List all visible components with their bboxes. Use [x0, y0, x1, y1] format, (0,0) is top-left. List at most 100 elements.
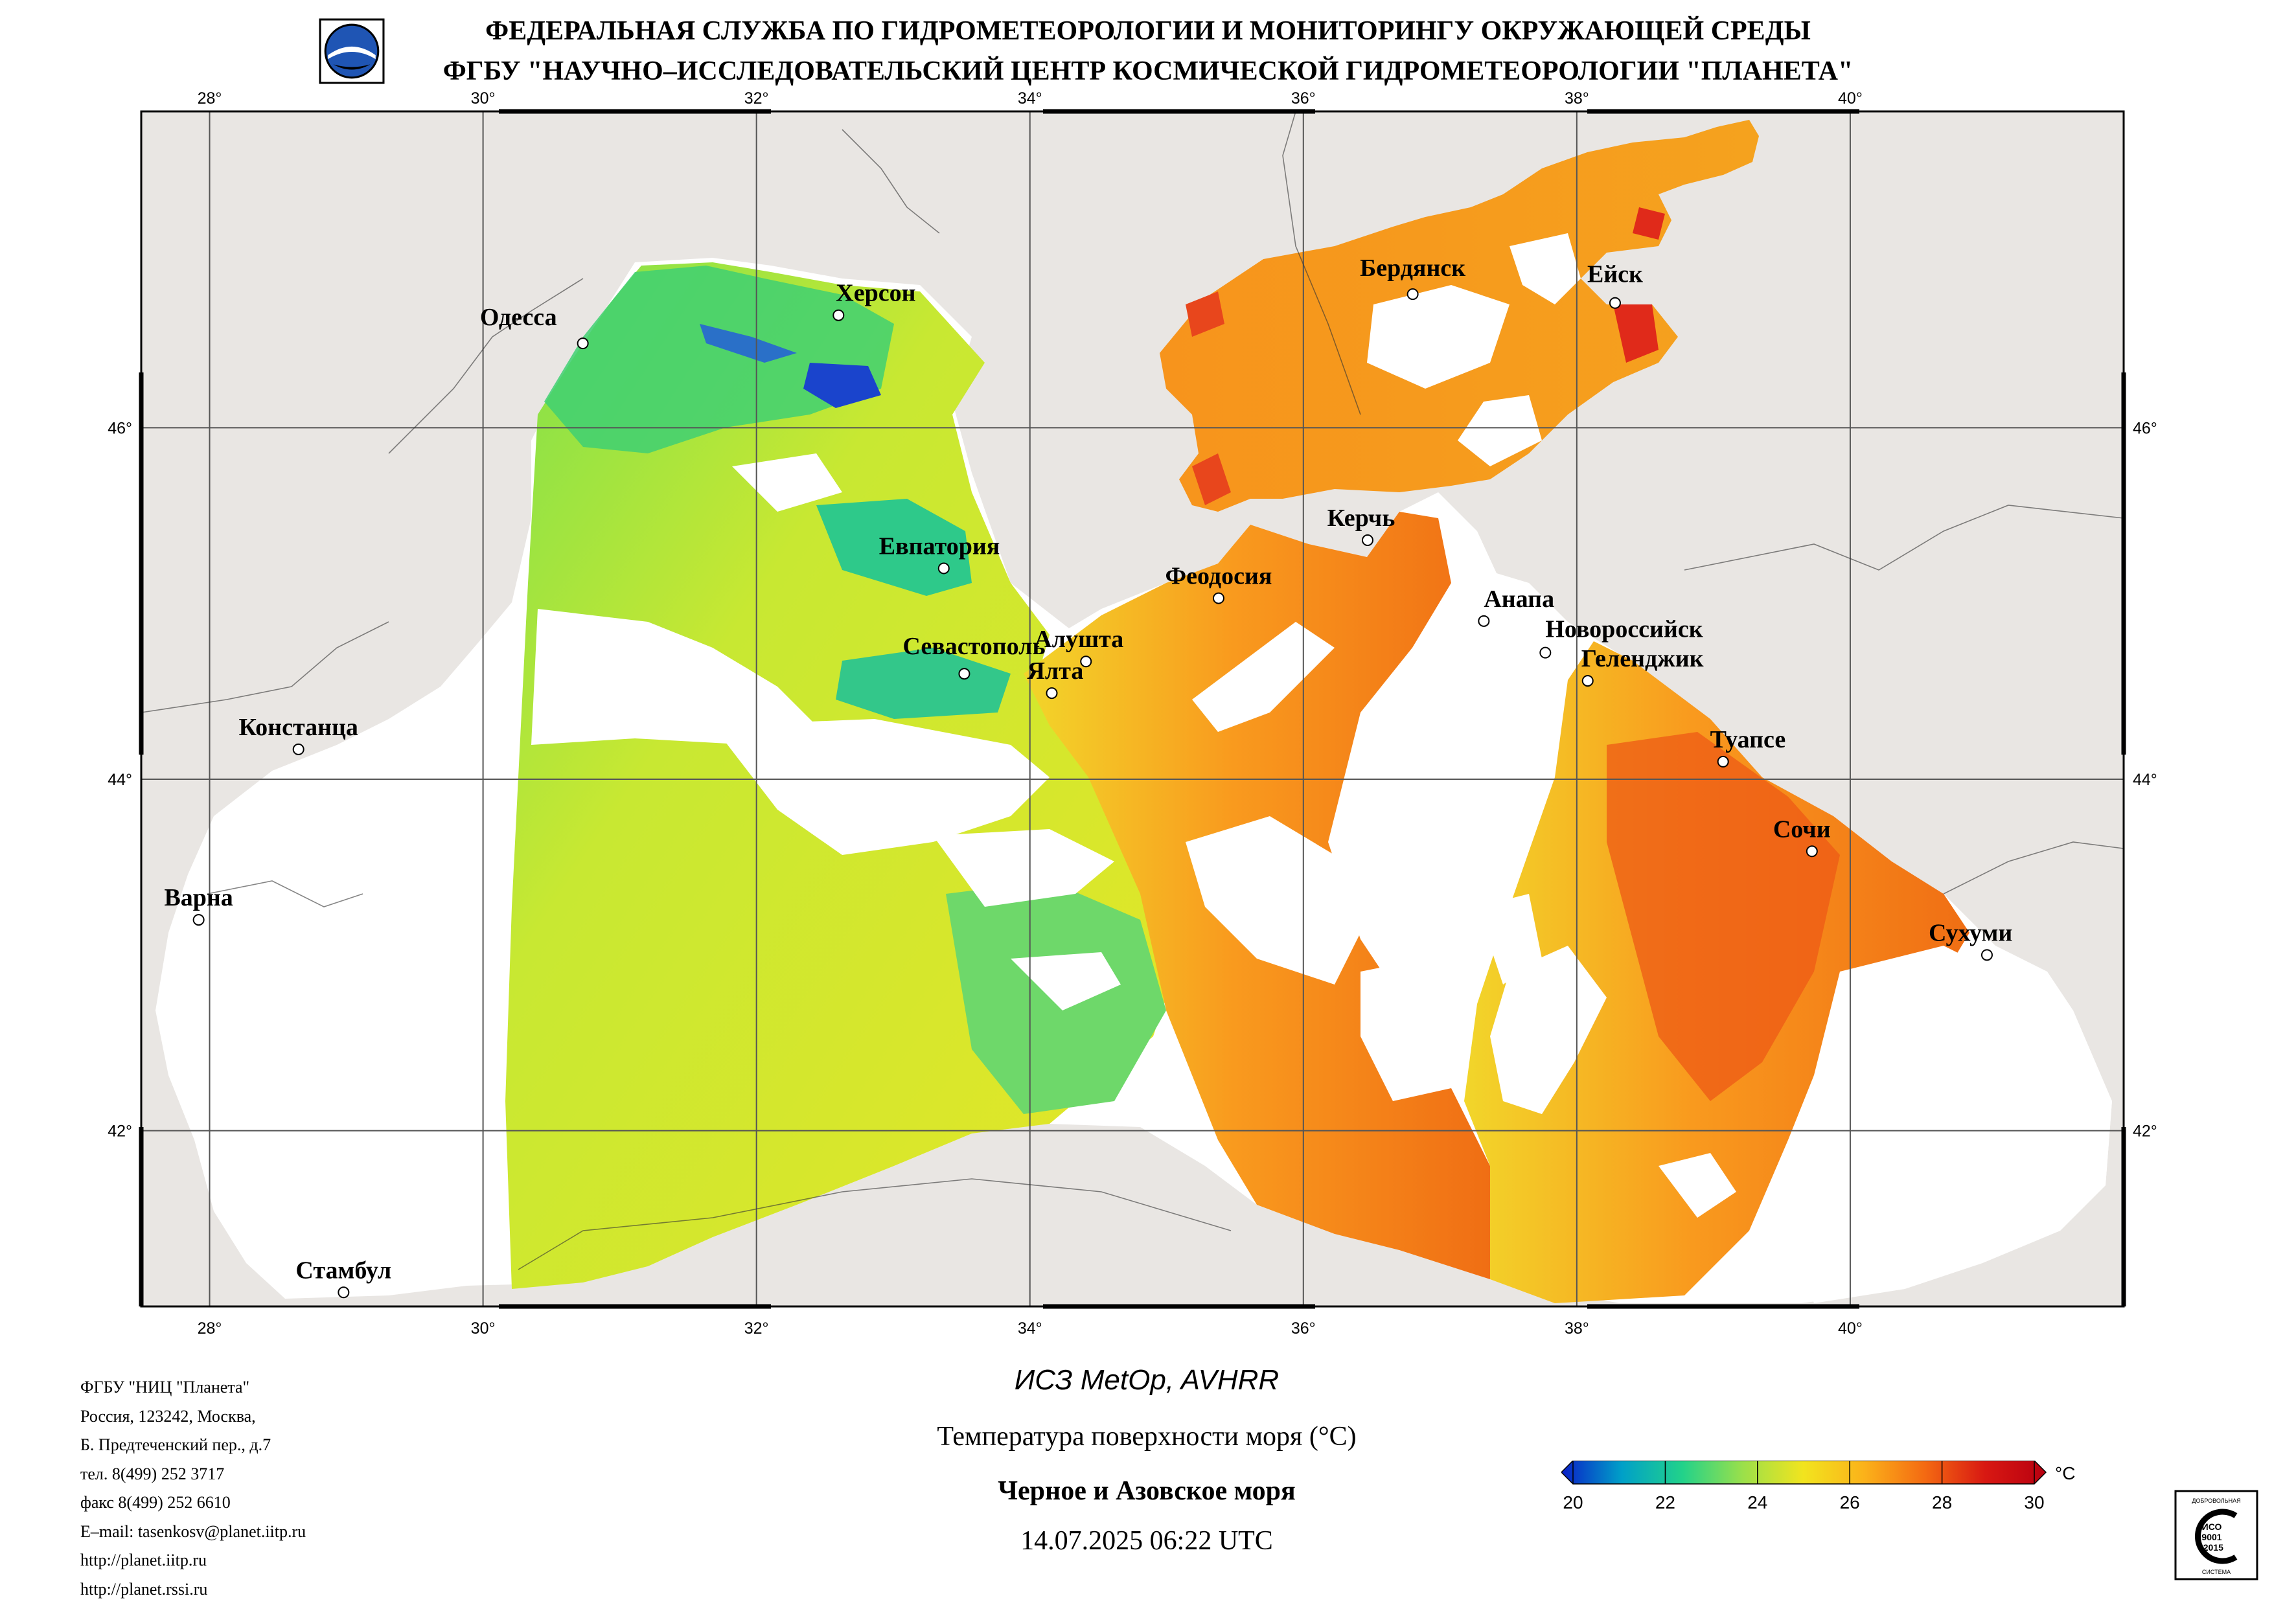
legend-tick-label: 24 [1747, 1492, 1767, 1512]
lon-tick-bottom: 40° [1838, 1319, 1863, 1338]
iso-line2: 9001 [2201, 1532, 2221, 1542]
lon-tick-top: 36° [1291, 89, 1316, 108]
parameter-caption: Температура поверхности моря (°C) [937, 1422, 1357, 1452]
lon-tick-bottom: 30° [471, 1319, 496, 1338]
cloud-patch-5 [1192, 622, 1335, 732]
cloud-patch-4 [1011, 952, 1121, 1010]
satellite-caption: ИСЗ MetOp, AVHRR [1014, 1364, 1280, 1396]
iso-bottom-text: СИСТЕМА [2202, 1569, 2231, 1575]
iso-line3: -2015 [2200, 1542, 2223, 1553]
city-marker [1581, 675, 1594, 687]
lon-tick-top: 30° [471, 89, 496, 108]
azov-cloud-1 [1367, 285, 1510, 389]
color-legend: 20 22 24 26 28 30 °C [1561, 1461, 2075, 1512]
lon-tick-top: 28° [198, 89, 222, 108]
sst-se-warm [1607, 732, 1840, 1101]
lat-tick-right: 42° [2133, 1123, 2157, 1141]
planeta-logo-icon [319, 18, 385, 84]
iso-certification-badge-icon: ДОБРОВОЛЬНАЯ ИСО 9001 -2015 СИСТЕМА [2174, 1490, 2258, 1580]
lon-tick-bottom: 32° [744, 1319, 769, 1338]
legend-tick-label: 30 [2024, 1492, 2044, 1512]
city-marker [1046, 687, 1058, 700]
lon-tick-top: 32° [744, 89, 769, 108]
address-line: факс 8(499) 252 6610 [80, 1493, 231, 1512]
city-label: Сухуми [1929, 919, 2012, 946]
azov-cloud-2 [1510, 233, 1581, 304]
cloud-patch-9 [1490, 946, 1607, 1114]
city-marker [292, 743, 304, 755]
legend-tick-label: 22 [1655, 1492, 1675, 1512]
footer-address: ФГБУ "НИЦ "Планета" Россия, 123242, Моск… [80, 1373, 306, 1604]
address-line[interactable]: http://planet.iitp.ru [80, 1551, 207, 1569]
cloud-patch-6 [1186, 816, 1360, 985]
city-marker [192, 914, 205, 926]
lat-tick-left: 46° [108, 419, 132, 437]
sst-sevastopol-cool [836, 648, 1011, 719]
lon-tick-bottom: 34° [1018, 1319, 1042, 1338]
cloud-patch-11 [1659, 1153, 1736, 1218]
address-line[interactable]: E–mail: tasenkosv@planet.iitp.ru [80, 1522, 306, 1541]
address-line[interactable]: http://planet.rssi.ru [80, 1579, 208, 1599]
cloud-patch-12 [1788, 946, 2112, 1303]
city-marker [1478, 615, 1490, 627]
city-marker [937, 562, 950, 575]
sst-cold-strip [700, 324, 797, 363]
cloud-patch-8 [1477, 894, 1542, 985]
borders [141, 111, 2124, 1270]
lon-tick-bottom: 38° [1565, 1319, 1589, 1338]
lon-tick-bottom: 36° [1291, 1319, 1316, 1338]
cloud-patch-3 [933, 829, 1114, 907]
city-label: Стамбул [295, 1257, 391, 1284]
tick-labels: 28° 28° 30° 30° 32° 32° 34° 34° 36° 36° 38° 38° 40° 4… [108, 89, 2157, 1338]
city-marker [832, 309, 845, 321]
city-label: Ялта [1027, 657, 1083, 685]
iso-top-text: ДОБРОВОЛЬНАЯ [2192, 1498, 2240, 1504]
lon-tick-bottom: 28° [198, 1319, 222, 1338]
city-label: Геленджик [1581, 645, 1704, 672]
city-marker [1406, 288, 1419, 301]
city-label: Херсон [836, 280, 915, 307]
cloud-patch-2 [713, 719, 1050, 855]
address-line: Россия, 123242, Москва, [80, 1406, 256, 1426]
city-marker [1080, 655, 1092, 668]
region-caption: Черное и Азовское моря [998, 1476, 1296, 1506]
header-line-1: ФЕДЕРАЛЬНАЯ СЛУЖБА ПО ГИДРОМЕТЕОРОЛОГИИ … [485, 16, 1811, 46]
lon-tick-top: 38° [1565, 89, 1589, 108]
city-label: Севастополь [902, 633, 1045, 660]
city-label: Анапа [1484, 586, 1554, 613]
cloud-patch-1 [531, 609, 816, 745]
city-marker [577, 337, 589, 350]
address-line: Б. Предтеченский пер., д.7 [80, 1435, 271, 1454]
city-label: Евпатория [879, 532, 1000, 560]
cloud-patch-13 [732, 453, 842, 512]
city-label: Варна [164, 884, 233, 911]
sst-coldest-spot [803, 363, 881, 408]
azov-cloud-3 [1458, 395, 1542, 466]
lat-tick-right: 44° [2133, 771, 2157, 789]
city-marker [1539, 646, 1552, 659]
azov-warm-spot-2 [1613, 304, 1659, 363]
city-label: Сочи [1773, 815, 1831, 843]
legend-tick-label: 26 [1840, 1492, 1860, 1512]
city-label: Одесса [480, 304, 557, 331]
datetime-caption: 14.07.2025 06:22 UTC [1020, 1526, 1273, 1556]
city-label: Туапсе [1710, 726, 1786, 753]
city-marker [1806, 845, 1818, 858]
azov-warm-spot-4 [1192, 453, 1231, 505]
city-label: Керчь [1327, 505, 1395, 532]
city-label: Констанца [239, 714, 358, 741]
cloud-patch-7 [1360, 959, 1464, 1101]
legend-color-bar [1561, 1461, 2047, 1485]
lat-tick-left: 42° [108, 1123, 132, 1141]
city-marker [1609, 297, 1621, 309]
iso-line1: ИСО [2202, 1522, 2222, 1532]
azov-warm-spot-3 [1633, 207, 1665, 240]
azov-warm-spot [1186, 291, 1224, 337]
city-layer: Одесса Херсон Бердянск Ейск Евпатория Керчь Фе… [164, 255, 2012, 1299]
sst-nw-shelf-cool [544, 266, 894, 453]
sst-crimea-west-cool [816, 499, 972, 596]
city-label: Новороссийск [1545, 616, 1703, 643]
graticule [141, 111, 2124, 1306]
lat-tick-right: 46° [2133, 419, 2157, 437]
city-label: Бердянск [1360, 255, 1465, 282]
